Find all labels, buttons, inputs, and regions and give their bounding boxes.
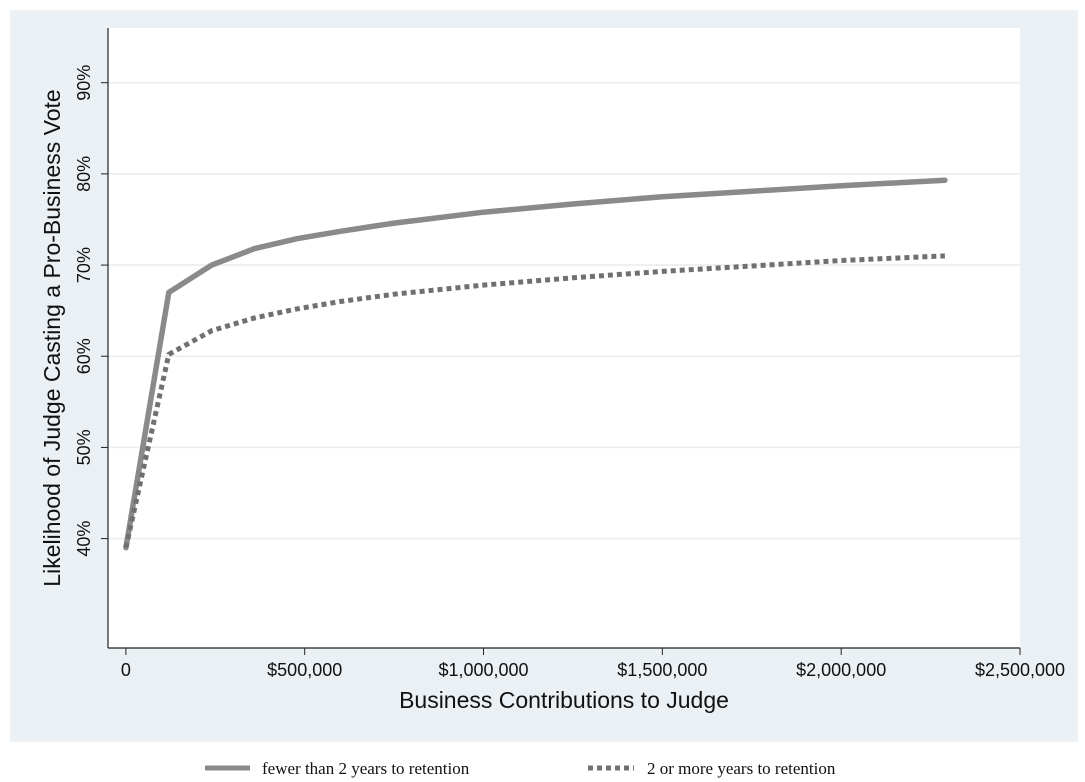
x-axis-title: Business Contributions to Judge — [399, 687, 729, 713]
legend-label-2-or-more: 2 or more years to retention — [647, 759, 836, 778]
legend-label-fewer-than-2: fewer than 2 years to retention — [262, 759, 470, 778]
y-tick-label-0: 40% — [74, 521, 94, 557]
grid-lines — [108, 81, 1020, 540]
legend: fewer than 2 years to retention 2 or mor… — [205, 759, 836, 778]
y-axis-title: Likelihood of Judge Casting a Pro-Busine… — [39, 89, 65, 586]
x-tick-label-3: $1,500,000 — [617, 660, 707, 680]
x-tick-label-2: $1,000,000 — [438, 660, 528, 680]
y-tick-label-5: 90% — [74, 65, 94, 101]
y-tick-label-2: 60% — [74, 338, 94, 374]
y-tick-label-4: 80% — [74, 156, 94, 192]
axes — [101, 28, 1021, 655]
plot-area — [108, 28, 1020, 648]
x-tick-label-1: $500,000 — [267, 660, 342, 680]
series-line-1 — [123, 253, 946, 549]
x-tick-label-5: $2,500,000 — [975, 660, 1065, 680]
x-tick-label-4: $2,000,000 — [796, 660, 886, 680]
y-tick-label-3: 70% — [74, 247, 94, 283]
series-line-0 — [123, 177, 948, 551]
y-tick-label-1: 50% — [74, 429, 94, 465]
x-tick-label-0: 0 — [121, 660, 131, 680]
series-lines — [123, 177, 948, 551]
tick-labels: 40% 50% 60% 70% 80% 90% 0 $500,000 $1,000,000 $1,… — [74, 65, 1065, 680]
